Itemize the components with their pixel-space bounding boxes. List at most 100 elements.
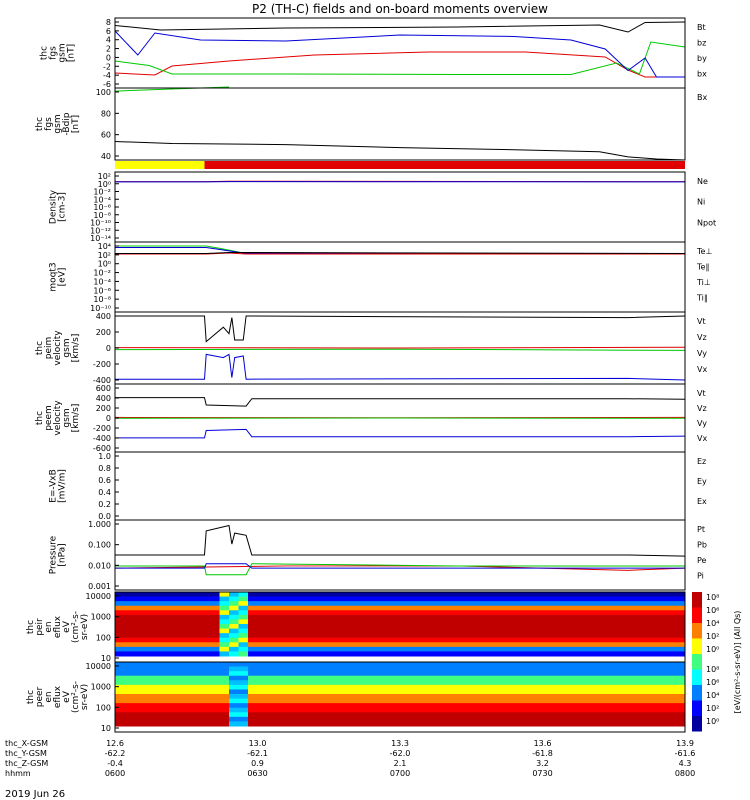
heatmap-cell [400,596,410,602]
heatmap-cell [514,662,524,668]
heatmap-cell [533,680,543,686]
heatmap-cell [419,675,429,681]
heatmap-cell [618,680,629,686]
heatmap-cell [324,666,334,672]
heatmap-cell [162,680,173,686]
heatmap-cell [115,628,125,634]
heatmap-cell [314,703,325,709]
heatmap-cell [153,671,163,677]
heatmap-cell [419,592,429,598]
heatmap-cell [343,614,353,620]
heatmap-cell [666,601,676,607]
heatmap-cell [181,651,192,657]
heatmap-cell [485,605,496,611]
heatmap-cell [276,642,287,648]
heatmap-cell [542,707,553,713]
heatmap-cell [124,596,135,602]
heatmap-cell [115,716,125,722]
heatmap-cell [533,707,543,713]
heatmap-cell [580,592,591,598]
y-tick-label: 600 [96,384,111,393]
heatmap-cell [628,596,638,602]
heatmap-cell [457,596,467,602]
heatmap-cell [286,619,296,625]
heatmap-cell [191,721,201,727]
heatmap-cell [675,684,686,690]
heatmap-cell [267,675,277,681]
heatmap-cell [134,633,144,639]
heatmap-cell [219,671,230,677]
heatmap-cell [533,675,543,681]
heatmap-cell [390,610,401,616]
heatmap-cell [343,662,353,668]
heatmap-cell [561,703,572,709]
heatmap-cell [609,633,619,639]
heatmap-cell [305,666,315,672]
heatmap-cell [580,614,591,620]
heatmap-cell [286,610,296,616]
heatmap-cell [229,675,239,681]
heatmap-cell [552,675,562,681]
heatmap-cell [333,605,344,611]
y-axis-label-line: [nT] [71,115,81,133]
heatmap-cell [305,662,315,668]
heatmap-cell [162,610,173,616]
heatmap-cell [428,633,439,639]
heatmap-cell [219,596,230,602]
heatmap-cell [352,680,363,686]
heatmap-cell [590,689,600,695]
heatmap-cell [362,596,372,602]
heatmap-cell [162,689,173,695]
heatmap-cell [514,712,524,718]
y-tick-label: 40 [101,152,111,161]
y-tick-label: 0.010 [88,561,111,570]
heatmap-cell [229,605,239,611]
heatmap-cell [666,651,676,657]
heatmap-cell [143,675,154,681]
heatmap-cell [381,694,391,700]
heatmap-cell [675,610,686,616]
heatmap-cell [219,646,230,652]
heatmap-cell [666,614,676,620]
heatmap-cell [523,716,534,722]
heatmap-cell [485,694,496,700]
heatmap-cell [181,610,192,616]
heatmap-cell [210,680,220,686]
heatmap-cell [419,633,429,639]
heatmap-cell [324,637,334,643]
heatmap-cell [162,694,173,700]
heatmap-cell [523,619,534,625]
heatmap-cell [514,628,524,634]
heatmap-cell [571,671,581,677]
heatmap-cell [200,619,211,625]
heatmap-cell [115,605,125,611]
heatmap-cell [229,694,239,700]
heatmap-cell [238,619,249,625]
heatmap-cell [476,671,486,677]
heatmap-cell [457,601,467,607]
heatmap-cell [267,703,277,709]
heatmap-cell [276,684,287,690]
heatmap-cell [618,619,629,625]
heatmap-cell [314,651,325,657]
heatmap-cell [647,646,657,652]
heatmap-cell [124,707,135,713]
heatmap-cell [153,601,163,607]
heatmap-cell [229,628,239,634]
heatmap-cell [561,671,572,677]
heatmap-cell [172,596,182,602]
heatmap-cell [200,689,211,695]
heatmap-cell [580,671,591,677]
legend-entry: Vt [697,389,706,398]
heatmap-cell [143,601,154,607]
heatmap-cell [134,671,144,677]
heatmap-cell [362,637,372,643]
x-axis-tick-label: -61.6 [675,749,696,758]
heatmap-cell [134,689,144,695]
heatmap-cell [438,694,448,700]
heatmap-cell [656,605,667,611]
heatmap-cell [438,651,448,657]
heatmap-cell [276,601,287,607]
heatmap-cell [295,666,306,672]
heatmap-cell [485,633,496,639]
